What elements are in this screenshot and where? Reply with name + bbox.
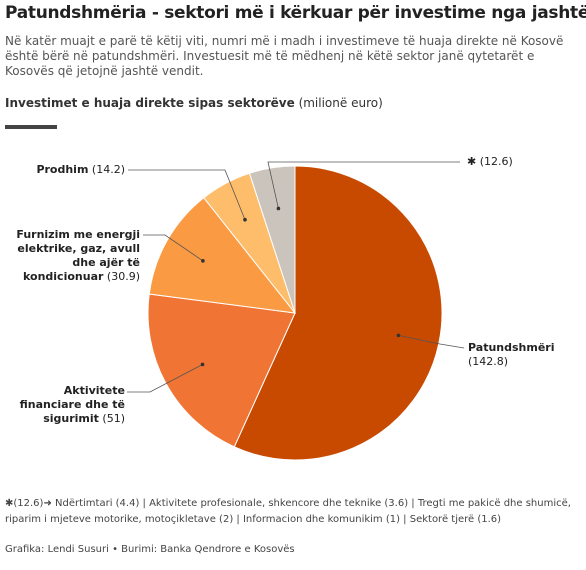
chart-heading: Investimet e huaja direkte sipas sektorë… [5,96,383,110]
pie-slice [148,197,297,314]
leader-dot [276,206,281,211]
source: Grafika: Lendi Susuri • Burimi: Banka Qe… [5,544,295,555]
heading-bar [5,125,57,129]
slice-name: Prodhim [36,163,89,176]
leader-dot [201,259,205,263]
chart-title: Patundshmëria - sektori më i kërkuar për… [5,3,586,23]
leader-dot [243,217,247,222]
pie-slice [248,165,296,314]
slice-value: (14.2) [91,163,125,176]
slice-value: (51) [102,412,125,425]
slice-name: Furnizim me energji elektrike, gaz, avul… [16,228,140,283]
slice-label: Patundshmëri (142.8) [468,341,586,369]
slice-name: Patundshmëri [468,341,555,354]
leader-line [143,234,204,262]
slice-value: (30.9) [106,270,140,283]
heading-unit: (milionë euro) [298,96,383,110]
leader-dot [200,362,205,367]
chart-description: Në katër muajt e parë të këtij viti, num… [5,34,564,78]
slice-label: ✱ (12.6) [467,155,547,169]
slice-label: Aktivitete financiare dhe të sigurimit (… [5,384,125,426]
slice-name: ✱ [467,155,477,168]
footnote: ✱(12.6)➜ Ndërtimtari (4.4) | Aktivitete … [5,498,571,525]
leader-line [267,161,460,209]
leader-line [398,334,465,349]
leader-line [127,364,203,393]
heading-text: Investimet e huaja direkte sipas sektorë… [5,96,295,110]
pie-slice [147,293,296,448]
slice-value: (12.6) [479,155,513,168]
slice-name: Aktivitete financiare dhe të sigurimit [19,384,125,425]
leader-dot [396,333,401,338]
slice-value: (142.8) [468,355,509,368]
slice-label: Prodhim (14.2) [5,163,125,177]
leader-line [128,169,246,220]
slice-label: Furnizim me energji elektrike, gaz, avul… [5,228,140,284]
